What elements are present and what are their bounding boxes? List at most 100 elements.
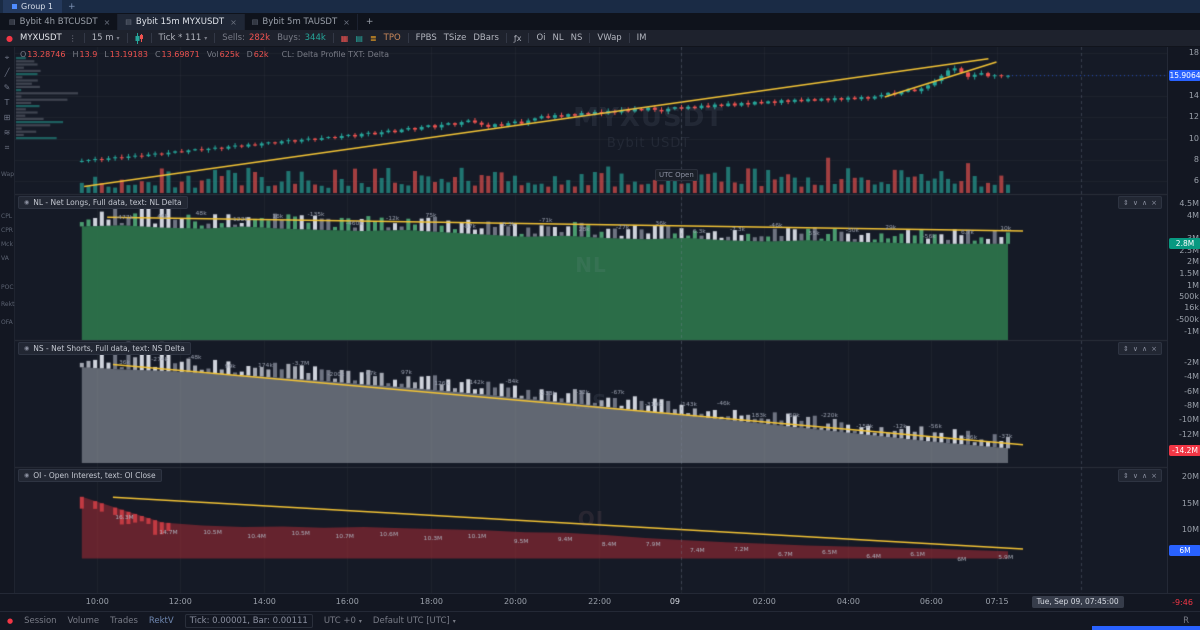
nl-last-value-badge: 2.8M (1169, 238, 1200, 250)
time-tick: 22:00 (588, 597, 612, 606)
group-tab[interactable]: Group 1 (3, 0, 62, 13)
profile-green-icon[interactable]: ▤ (355, 33, 363, 43)
drawing-tool-icon[interactable]: ⌗ (4, 143, 10, 152)
chart-canvas[interactable] (15, 47, 1167, 593)
tpo-button[interactable]: TPO (383, 33, 401, 43)
crosshair-time-badge: Tue, Sep 09, 07:45:00 (1031, 596, 1124, 608)
left-scale-label: CPR (1, 227, 13, 234)
volume-toggle[interactable]: Volume (67, 616, 100, 626)
drawing-tool-icon[interactable]: ⌖ (4, 53, 10, 62)
tab-close-icon[interactable]: × (230, 17, 237, 27)
profile-red-icon[interactable]: ▦ (340, 33, 349, 43)
left-scale-label: CPL (1, 213, 13, 220)
nl-axis-tick: 16k (1184, 303, 1199, 313)
time-axis[interactable]: Tue, Sep 09, 07:45:00 -9:46 10:00 12:00 14… (0, 593, 1200, 611)
ohlc-legend: O 13.28746 H 13.9 L 13.19183 C 13.69871 Vol 625k D… (20, 50, 389, 59)
ns-axis-tick: -8M (1184, 401, 1199, 410)
close-pane-icon[interactable]: × (1151, 344, 1157, 353)
ns-button[interactable]: NS (570, 33, 583, 43)
chevron-down-icon: ▾ (358, 617, 362, 625)
price-scale-axis[interactable]: 18161412108615.90644.5M4M3M2.5M2M1.5M1M5… (1167, 47, 1200, 593)
tick-info-chip: Tick: 0.00001, Bar: 0.00111 (184, 614, 313, 628)
chart-tab[interactable]: ▤ Bybit 15m MYXUSDT × (118, 14, 245, 30)
pane-header-nl[interactable]: ◉ NL - Net Longs, Full data, text: NL Del… (18, 196, 188, 209)
group-color-icon (12, 4, 17, 9)
window-group-strip: Group 1 + (0, 0, 1200, 13)
collapse-pane-icon[interactable]: ∨ (1132, 198, 1138, 207)
im-button[interactable]: IM (636, 33, 647, 43)
tab-close-icon[interactable]: × (103, 17, 111, 27)
drawing-tool-icon[interactable]: ✎ (3, 83, 11, 92)
new-tab-button[interactable]: + (365, 17, 374, 27)
rektv-toggle[interactable]: RektV (148, 616, 174, 626)
new-group-button[interactable]: + (68, 1, 76, 12)
symbol-button[interactable]: MYXUSDT (19, 33, 62, 43)
collapse-pane-icon[interactable]: ∨ (1132, 471, 1138, 480)
toolbar-separator (214, 33, 216, 43)
pane-tools-ns: ⇕ ∨ ∧ × (1118, 342, 1162, 355)
interval-button[interactable]: 15 m ▾ (91, 33, 120, 43)
drawing-tool-icon[interactable]: ≋ (3, 128, 11, 137)
date-format-selector[interactable]: Default UTC [UTC] ▾ (373, 616, 456, 626)
symbol-menu-icon[interactable]: ⋮ (68, 33, 77, 43)
oi-axis-tick: 10M (1181, 524, 1199, 534)
time-tick: 02:00 (752, 597, 776, 606)
chart-main-area: ⌖ ╱ ✎ T ⊞ ≋ ⌗ Wap CPL CPR Mck VA POC Rekt OFA O 13.2874… (0, 47, 1200, 593)
record-icon[interactable]: ● (6, 33, 13, 43)
nl-button[interactable]: NL (552, 33, 564, 43)
nl-axis-tick: 2M (1187, 257, 1199, 267)
maximize-pane-icon[interactable]: ∧ (1142, 344, 1148, 353)
pane-study-icon: ◉ (24, 199, 30, 206)
time-tick: 16:00 (335, 597, 359, 606)
move-pane-icon[interactable]: ⇕ (1123, 471, 1129, 480)
r-button[interactable]: R (1183, 616, 1189, 626)
fx-indicators-icon[interactable]: ƒx (513, 33, 522, 43)
tick-aggregation-button[interactable]: Tick * 111 ▾ (158, 33, 208, 43)
collapse-pane-icon[interactable]: ∨ (1132, 344, 1138, 353)
close-pane-icon[interactable]: × (1151, 198, 1157, 207)
vwap-button[interactable]: VWap (597, 33, 622, 43)
notification-strip[interactable] (1092, 626, 1200, 630)
drawing-tool-icon[interactable]: T (4, 98, 10, 107)
oi-last-value-badge: 6M (1169, 545, 1200, 557)
maximize-pane-icon[interactable]: ∧ (1142, 198, 1148, 207)
chart-tab-label: Bybit 5m TAUSDT (262, 17, 338, 27)
drawing-tool-icon[interactable]: ⊞ (3, 113, 11, 122)
maximize-pane-icon[interactable]: ∧ (1142, 471, 1148, 480)
pane-title: OI - Open Interest, text: OI Close (33, 471, 156, 480)
toolbar-separator (150, 33, 152, 43)
move-pane-icon[interactable]: ⇕ (1123, 198, 1129, 207)
chart-type-icon[interactable] (135, 32, 144, 44)
chart-tab[interactable]: ▤ Bybit 5m TAUSDT × (245, 14, 358, 30)
tab-close-icon[interactable]: × (343, 17, 350, 27)
pane-header-ns[interactable]: ◉ NS - Net Shorts, Full data, text: NS De… (18, 342, 191, 355)
toolbar: ● MYXUSDT ⋮ 15 m ▾ Tick * 111 ▾ Sells: 282k Buys:… (0, 30, 1200, 47)
pane-header-oi[interactable]: ◉ OI - Open Interest, text: OI Close (18, 469, 162, 482)
time-tick: 14:00 (252, 597, 276, 606)
toolbar-separator (589, 33, 591, 43)
status-toggles: Session Volume Trades RektV (24, 616, 174, 626)
buys-stat[interactable]: Buys: 344k (277, 33, 326, 43)
dbars-button[interactable]: DBars (473, 33, 499, 43)
close-pane-icon[interactable]: × (1151, 471, 1157, 480)
sells-stat[interactable]: Sells: 282k (222, 33, 271, 43)
fpbs-button[interactable]: FPBS (415, 33, 437, 43)
price-axis-tick: 10 (1188, 133, 1199, 143)
nl-axis-tick: -1M (1184, 326, 1199, 336)
nl-axis-tick: 2.5M (1179, 245, 1199, 255)
oi-button[interactable]: Oi (536, 33, 546, 43)
chart-tab[interactable]: ▤ Bybit 4h BTCUSDT × (2, 14, 119, 30)
move-pane-icon[interactable]: ⇕ (1123, 344, 1129, 353)
ns-axis-tick: -4M (1184, 372, 1199, 382)
profile-lines-icon[interactable]: ≣ (369, 33, 377, 43)
price-axis-tick: 14 (1188, 91, 1199, 100)
drawing-tool-icon[interactable]: ╱ (4, 68, 10, 77)
tsize-button[interactable]: TSize (443, 33, 467, 43)
toolbar-separator (505, 33, 507, 43)
trades-toggle[interactable]: Trades (110, 616, 138, 626)
session-toggle[interactable]: Session (24, 616, 57, 626)
timezone-selector[interactable]: UTC +0 ▾ (324, 616, 362, 626)
chevron-down-icon: ▾ (452, 617, 456, 625)
chart-tab-label: Bybit 4h BTCUSDT (19, 17, 98, 27)
